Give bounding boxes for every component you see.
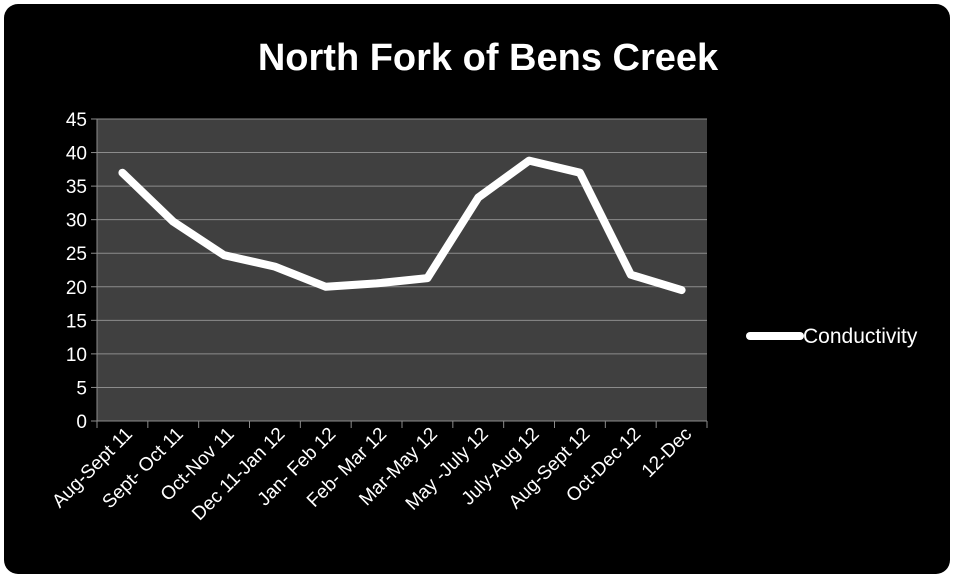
data-point — [426, 277, 428, 279]
data-point — [579, 172, 581, 174]
axes — [96, 119, 707, 422]
gridlines — [97, 118, 707, 388]
data-point — [172, 221, 174, 223]
y-axis-ticks: 0 5 10 15 20 25 30 35 40 45 — [66, 110, 97, 433]
data-point — [223, 254, 225, 256]
y-tick-label: 35 — [66, 177, 87, 198]
y-tick-label: 10 — [66, 345, 87, 366]
data-point — [528, 160, 530, 162]
y-tick-label: 30 — [66, 211, 87, 232]
data-point — [274, 266, 276, 268]
data-point — [325, 286, 327, 288]
data-point — [630, 274, 632, 276]
legend: Conductivity — [746, 325, 918, 348]
data-point — [681, 289, 683, 291]
legend-label: Conductivity — [803, 325, 918, 348]
data-point — [376, 282, 378, 284]
y-tick-label: 45 — [66, 110, 87, 131]
chart-title: North Fork of Bens Creek — [258, 37, 719, 79]
y-tick-label: 25 — [66, 244, 87, 265]
y-tick-label: 15 — [66, 311, 87, 332]
y-tick-label: 0 — [76, 412, 87, 433]
plot-area — [97, 119, 707, 421]
series-line-conductivity — [118, 156, 686, 295]
x-tick-label: 12-Dec — [638, 424, 696, 482]
data-point — [121, 172, 123, 174]
y-tick-label: 5 — [76, 378, 87, 399]
y-tick-label: 20 — [66, 278, 87, 299]
y-tick-label: 40 — [66, 144, 87, 165]
series-layer — [118, 156, 686, 295]
data-point — [477, 197, 479, 199]
